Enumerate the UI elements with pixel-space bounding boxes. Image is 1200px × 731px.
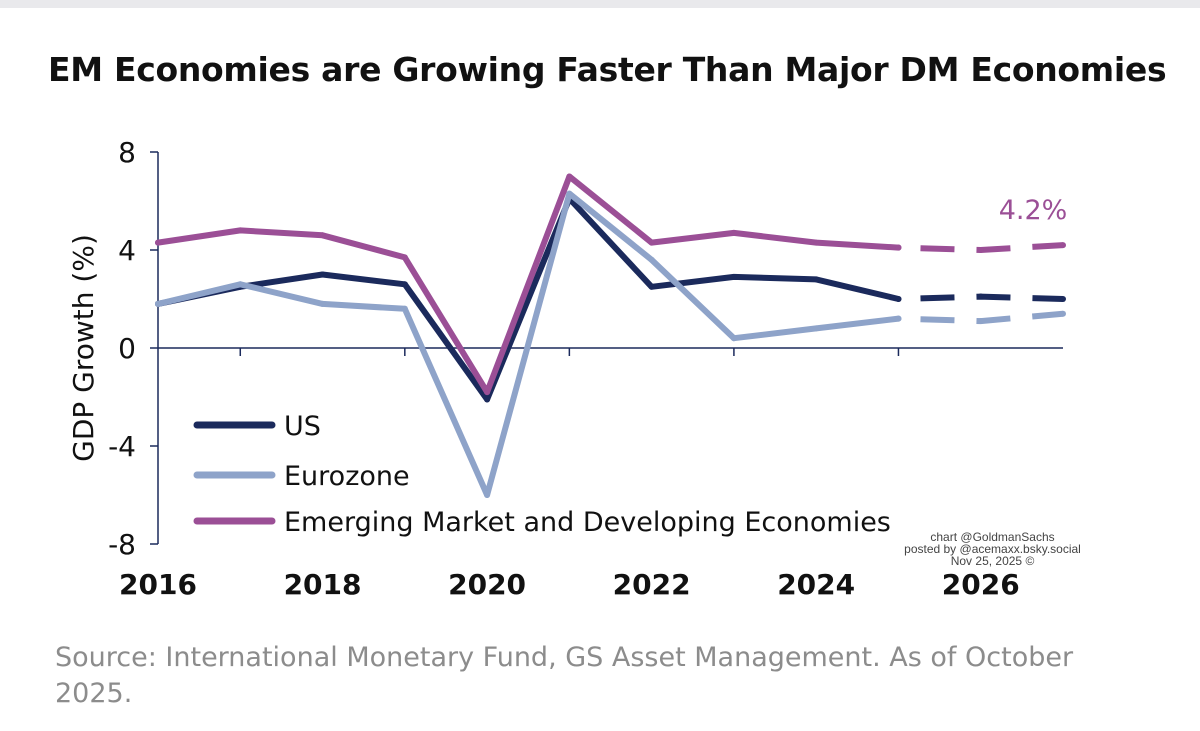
x-tick-label: 2018: [284, 568, 362, 601]
data-point: [648, 283, 655, 290]
data-point: [566, 190, 573, 197]
last-value-annotation: 4.2%: [999, 195, 1068, 226]
top-border: [0, 0, 1200, 8]
data-point: [237, 227, 244, 234]
data-point: [401, 281, 408, 288]
x-tick-label: 2024: [777, 568, 855, 601]
legend-label: Eurozone: [284, 461, 410, 492]
x-tick-label: 2022: [613, 568, 691, 601]
y-tick-label: 4: [118, 234, 136, 267]
data-point: [155, 239, 161, 246]
y-tick-label: -4: [108, 430, 136, 463]
data-point: [648, 239, 655, 246]
data-point: [977, 247, 984, 253]
y-tick-label: -8: [108, 528, 136, 561]
data-point: [895, 315, 902, 322]
data-point: [813, 239, 820, 246]
y-axis-label: GDP Growth (%): [67, 234, 100, 462]
data-point: [484, 492, 491, 498]
data-point: [730, 335, 737, 342]
data-point: [730, 273, 737, 280]
legend-label: Emerging Market and Developing Economies: [284, 507, 891, 538]
series-line-solid-0: [155, 195, 902, 403]
series-lines: 4.2%: [155, 173, 1068, 498]
data-point: [977, 318, 984, 325]
data-point: [319, 271, 326, 278]
data-point: [484, 396, 491, 403]
legend-label: US: [284, 411, 321, 442]
data-point: [813, 325, 820, 332]
data-point: [319, 300, 326, 307]
credit-watermark: chart @GoldmanSachs posted by @acemaxx.b…: [880, 531, 1105, 567]
x-tick-label: 2016: [119, 568, 197, 601]
data-point: [1060, 296, 1066, 302]
data-point: [730, 229, 737, 236]
data-point: [155, 300, 161, 307]
data-point: [813, 276, 820, 283]
series-line-solid-2: [155, 173, 902, 396]
data-point: [401, 305, 408, 312]
x-tick-label: 2026: [942, 568, 1020, 601]
credit-line-3: Nov 25, 2025 ©: [950, 554, 1035, 568]
credit-line-2: posted by @acemaxx.bsky.social: [904, 542, 1081, 556]
legend: US Eurozone Emerging Market and Developing…: [193, 411, 891, 538]
data-point: [1060, 242, 1066, 249]
source-note: Source: International Monetary Fund, GS …: [55, 642, 1074, 709]
data-point: [237, 281, 244, 288]
y-tick-label: 8: [118, 136, 136, 169]
data-point: [895, 244, 902, 251]
data-point: [566, 173, 573, 180]
data-point: [484, 389, 491, 396]
data-point: [895, 296, 902, 302]
data-point: [319, 232, 326, 239]
series-line-solid-1: [155, 190, 902, 498]
y-tick-label: 0: [118, 332, 136, 365]
data-point: [977, 293, 984, 300]
x-tick-label: 2020: [448, 568, 526, 601]
chart-title: EM Economies are Growing Faster Than Maj…: [48, 50, 1167, 89]
axes: 8 4 0 -4 -8 2016 2018 2020 2022 2024 2026 GDP Growt…: [67, 136, 1063, 601]
data-point: [401, 254, 408, 261]
data-point: [648, 256, 655, 263]
credit-line-1: chart @GoldmanSachs: [930, 530, 1055, 544]
data-point: [1060, 310, 1066, 317]
